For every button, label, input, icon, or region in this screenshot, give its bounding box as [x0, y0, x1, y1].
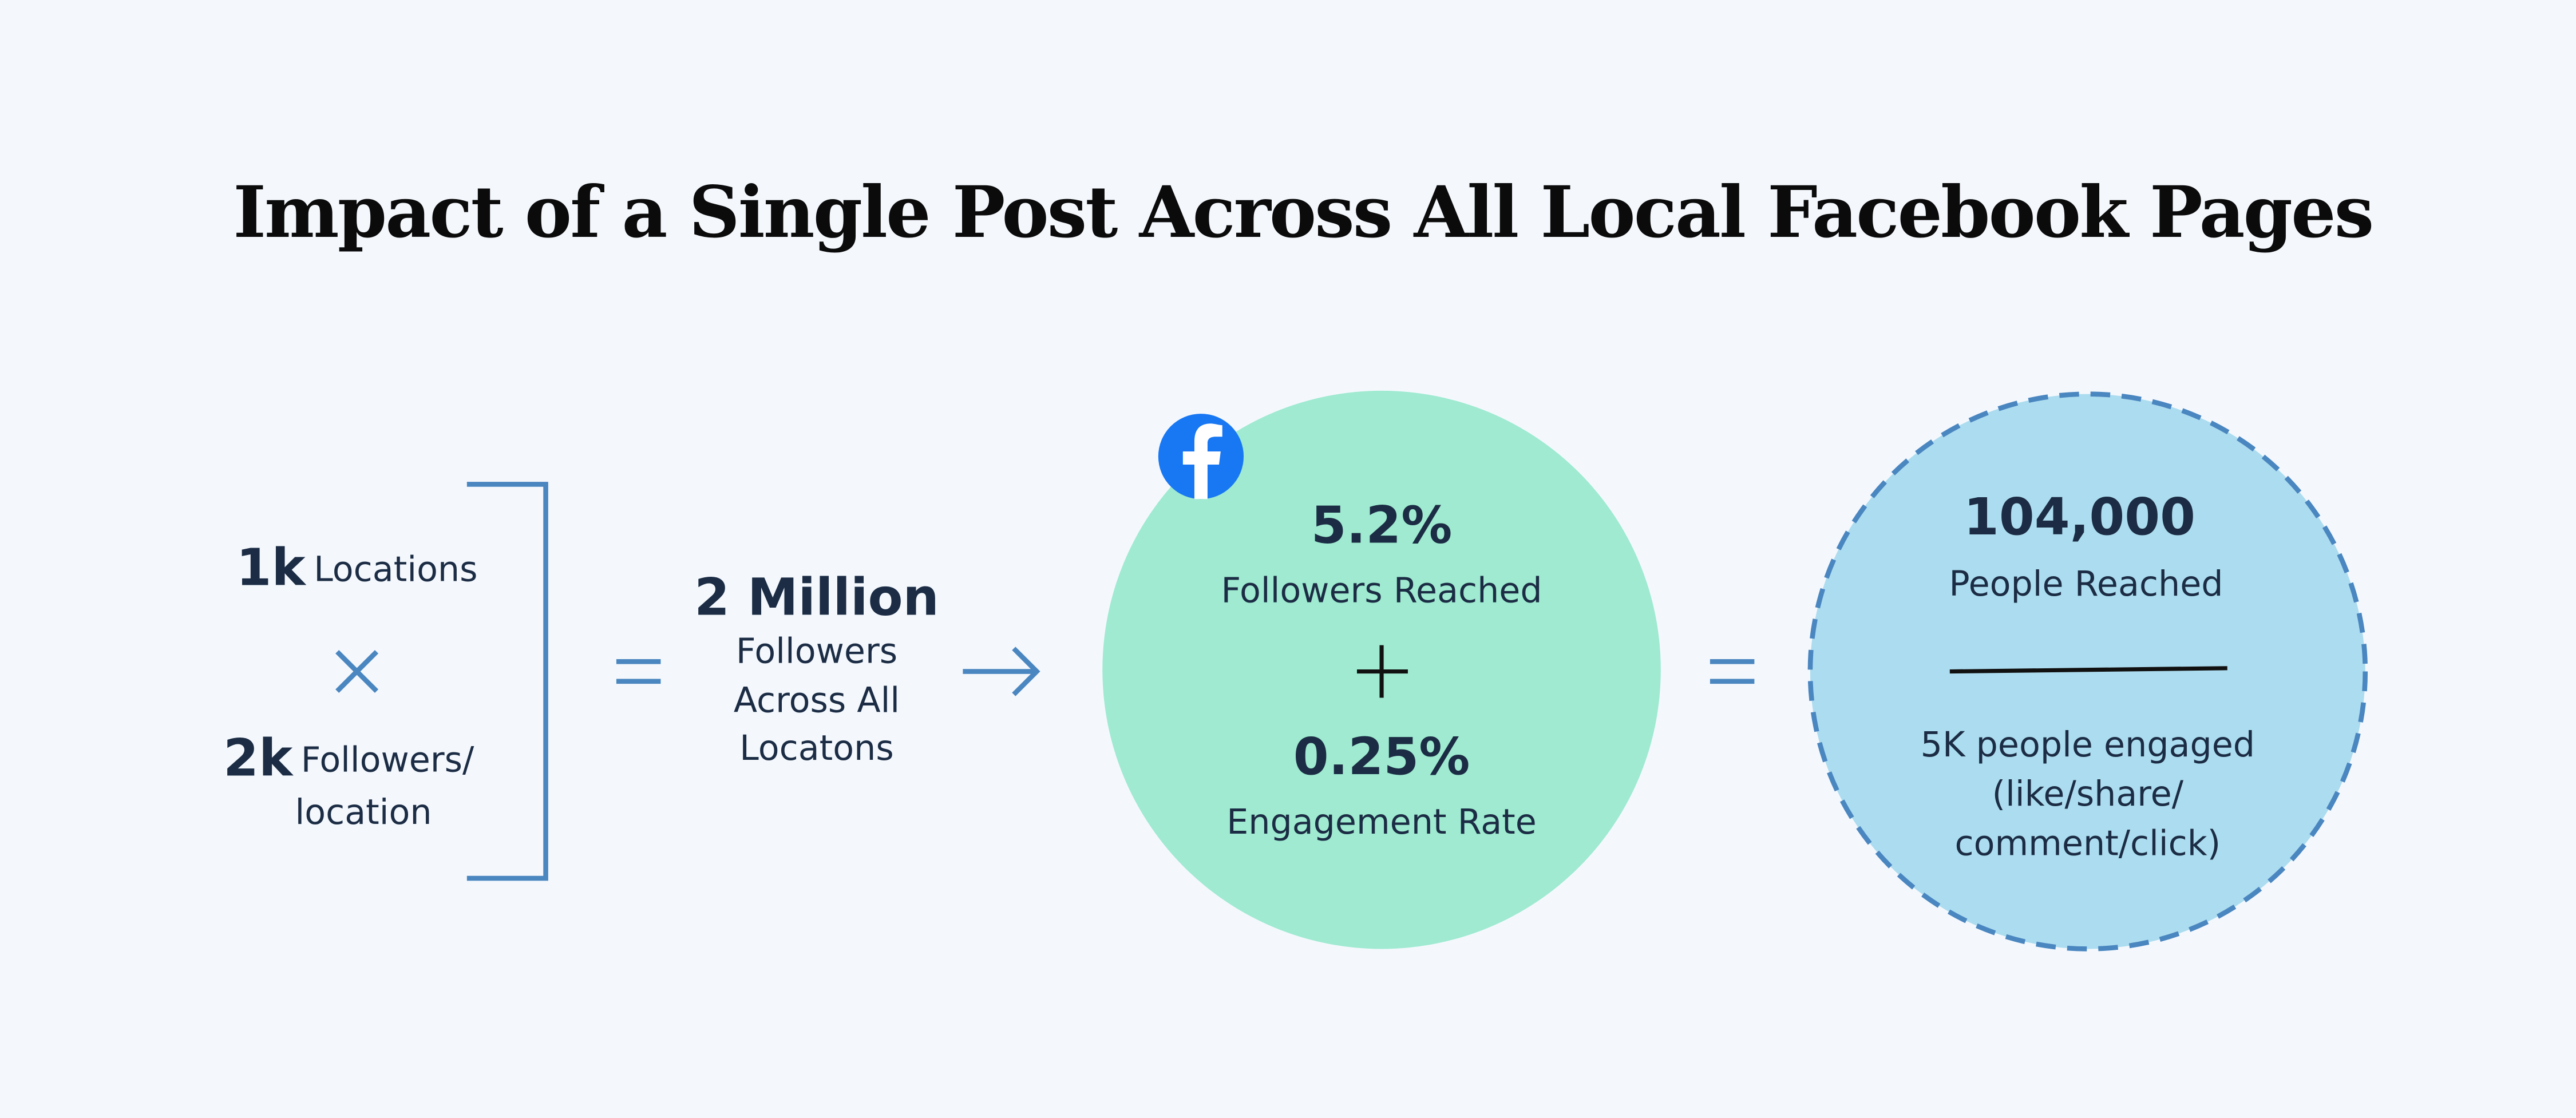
reached-value: 104,000 [1964, 487, 2195, 546]
total-followers-label: Locatons [739, 728, 893, 768]
engagement-rate-label: Engagement Rate [1226, 802, 1537, 842]
engaged-text: 5K people engaged [1921, 725, 2255, 765]
total-followers-label: Across All [734, 681, 900, 721]
engaged-text: comment/click) [1955, 823, 2221, 863]
locations-label: Locations [314, 549, 477, 589]
arrow [963, 647, 1040, 696]
equals-sign [1710, 659, 1755, 684]
followers-label: Followers/ [301, 740, 474, 780]
engaged-text: (like/share/ [1992, 774, 2184, 814]
total-followers-label: Followers [736, 632, 897, 672]
bracket [466, 482, 548, 881]
divider [1949, 666, 2227, 674]
plus-sign [1357, 645, 1408, 698]
locations-value: 1k [236, 538, 307, 597]
reach-rate-value: 5.2% [1311, 495, 1453, 554]
reached-label: People Reached [1949, 564, 2223, 604]
multiply-sign [335, 650, 379, 693]
followers-per-location: 2k Followers/ [223, 728, 474, 788]
engagement-rate-value: 0.25% [1293, 727, 1470, 786]
followers-label: location [295, 792, 432, 832]
locations: 1k Locations [236, 538, 478, 597]
title: Impact of a Single Post Across All Local… [233, 171, 2372, 254]
reach-rate-label: Followers Reached [1221, 570, 1542, 610]
equals-sign [616, 659, 661, 684]
total-followers-value: 2 Million [694, 568, 939, 627]
followers-value: 2k [223, 728, 294, 788]
facebook-logo [1182, 423, 1222, 499]
